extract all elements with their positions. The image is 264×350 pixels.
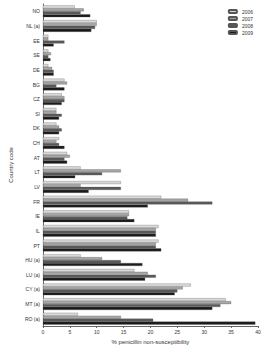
svg-text:AT: AT — [34, 155, 40, 161]
svg-text:0: 0 — [42, 329, 45, 335]
svg-text:5: 5 — [68, 329, 71, 335]
svg-text:NL (a): NL (a) — [26, 23, 40, 29]
svg-text:10: 10 — [94, 329, 100, 335]
svg-text:FR: FR — [33, 199, 40, 205]
svg-text:DE: DE — [33, 67, 41, 73]
svg-text:RO (a): RO (a) — [25, 316, 40, 322]
svg-text:40: 40 — [255, 329, 261, 335]
svg-text:CH: CH — [33, 140, 41, 146]
svg-text:2006: 2006 — [242, 9, 253, 15]
svg-text:20: 20 — [148, 329, 154, 335]
svg-text:BG: BG — [33, 82, 40, 88]
svg-text:2009: 2009 — [242, 30, 253, 36]
svg-text:IE: IE — [35, 213, 40, 219]
svg-text:LT: LT — [34, 169, 39, 175]
svg-text:LU (a): LU (a) — [26, 272, 40, 278]
svg-text:SE: SE — [33, 52, 40, 58]
svg-text:HU (a): HU (a) — [25, 257, 40, 263]
svg-text:2008: 2008 — [242, 23, 253, 29]
svg-text:% penicillin non-susceptibilit: % penicillin non-susceptibility — [112, 339, 190, 345]
svg-text:PT: PT — [34, 243, 40, 249]
svg-text:SI: SI — [35, 111, 40, 117]
svg-text:CY (a): CY (a) — [26, 286, 41, 292]
svg-text:2007: 2007 — [242, 16, 253, 22]
svg-text:15: 15 — [121, 329, 127, 335]
svg-text:MT (a): MT (a) — [25, 301, 40, 307]
svg-text:CZ: CZ — [33, 96, 40, 102]
svg-text:NO: NO — [32, 8, 40, 14]
svg-text:IL: IL — [36, 228, 40, 234]
svg-text:EE: EE — [33, 38, 40, 44]
svg-text:LV: LV — [34, 184, 40, 190]
svg-text:25: 25 — [175, 329, 181, 335]
svg-text:DK: DK — [33, 125, 41, 131]
svg-text:35: 35 — [228, 329, 234, 335]
svg-text:Country code: Country code — [8, 146, 14, 182]
svg-text:30: 30 — [201, 329, 207, 335]
